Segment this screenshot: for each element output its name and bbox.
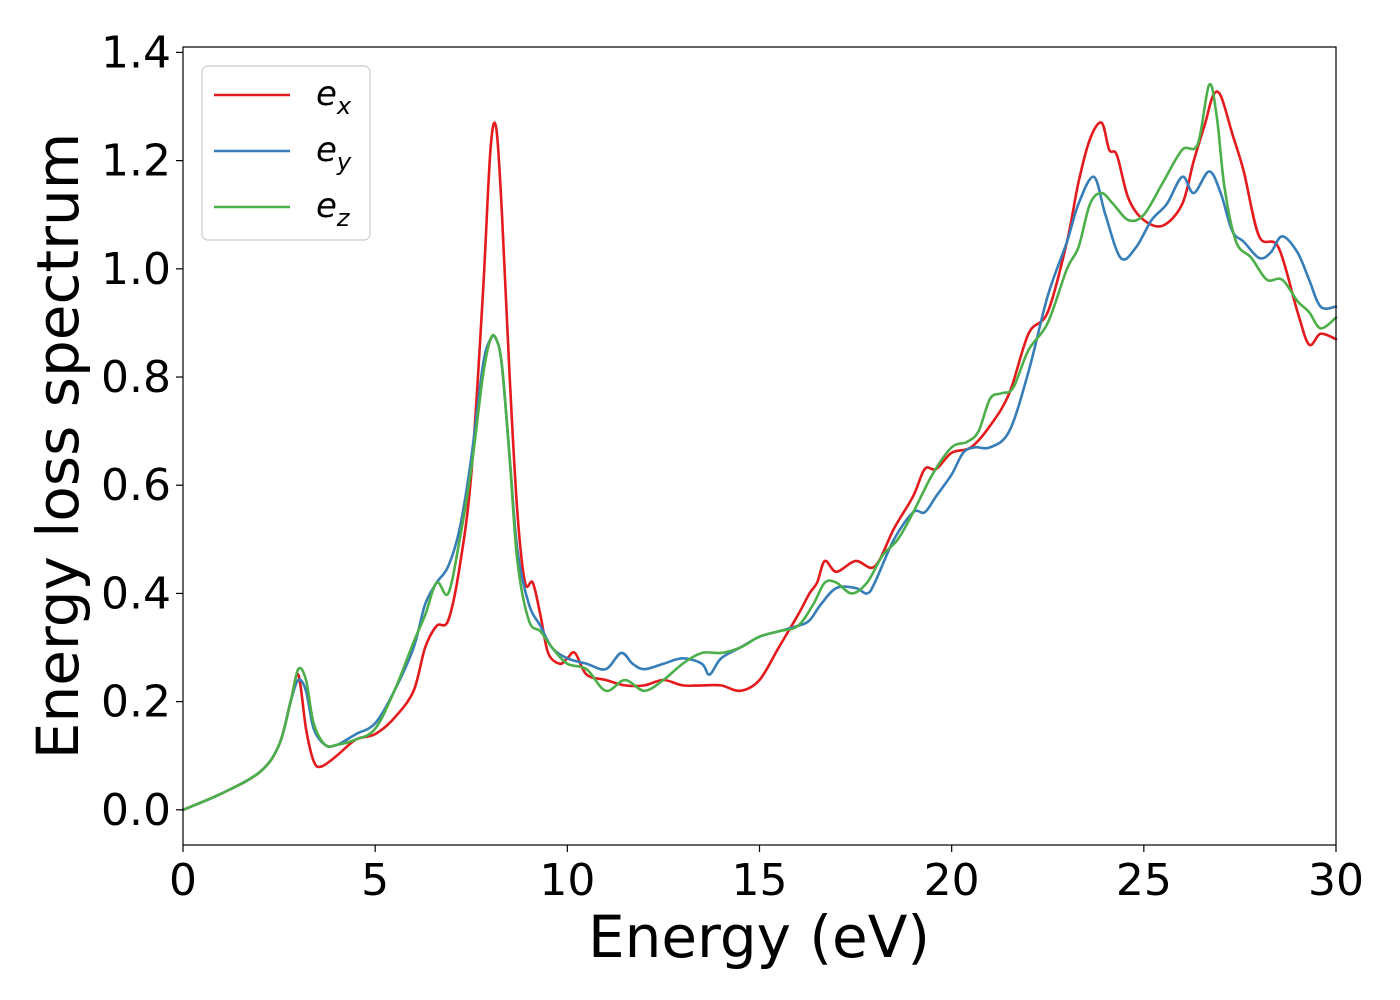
series-line-ez <box>181 82 1338 812</box>
series-layer <box>181 82 1338 812</box>
y-axis-title: Energy loss spectrum <box>24 133 92 759</box>
y-tick-label: 0.8 <box>101 352 171 403</box>
legend: ex ey ez <box>201 65 371 241</box>
y-axis-ticks: 0.0 0.2 0.4 0.6 0.8 1.0 1.2 1.4 <box>101 27 183 836</box>
x-axis-ticks: 0 5 10 15 20 25 30 <box>169 845 1364 906</box>
y-tick-label: 0.6 <box>101 460 171 511</box>
legend-frame <box>201 65 371 241</box>
y-tick-label: 0.0 <box>101 785 171 836</box>
x-axis-title: Energy (eV) <box>588 903 930 971</box>
y-tick-label: 1.2 <box>101 136 171 187</box>
x-tick-label: 5 <box>361 855 389 906</box>
y-tick-label: 1.0 <box>101 244 171 295</box>
x-tick-label: 0 <box>169 855 197 906</box>
y-tick-label: 0.4 <box>101 568 171 619</box>
x-tick-label: 20 <box>924 855 980 906</box>
y-tick-label: 1.4 <box>101 27 171 78</box>
x-tick-label: 30 <box>1308 855 1364 906</box>
y-tick-label: 0.2 <box>101 677 171 728</box>
legend-label-ez: ez <box>316 186 351 232</box>
x-tick-label: 10 <box>539 855 595 906</box>
legend-label-ex: ex <box>316 74 352 120</box>
x-tick-label: 25 <box>1116 855 1172 906</box>
series-line-ex <box>181 90 1338 812</box>
legend-label-ey: ey <box>316 130 352 176</box>
x-tick-label: 15 <box>732 855 788 906</box>
plot-background <box>183 47 1336 845</box>
